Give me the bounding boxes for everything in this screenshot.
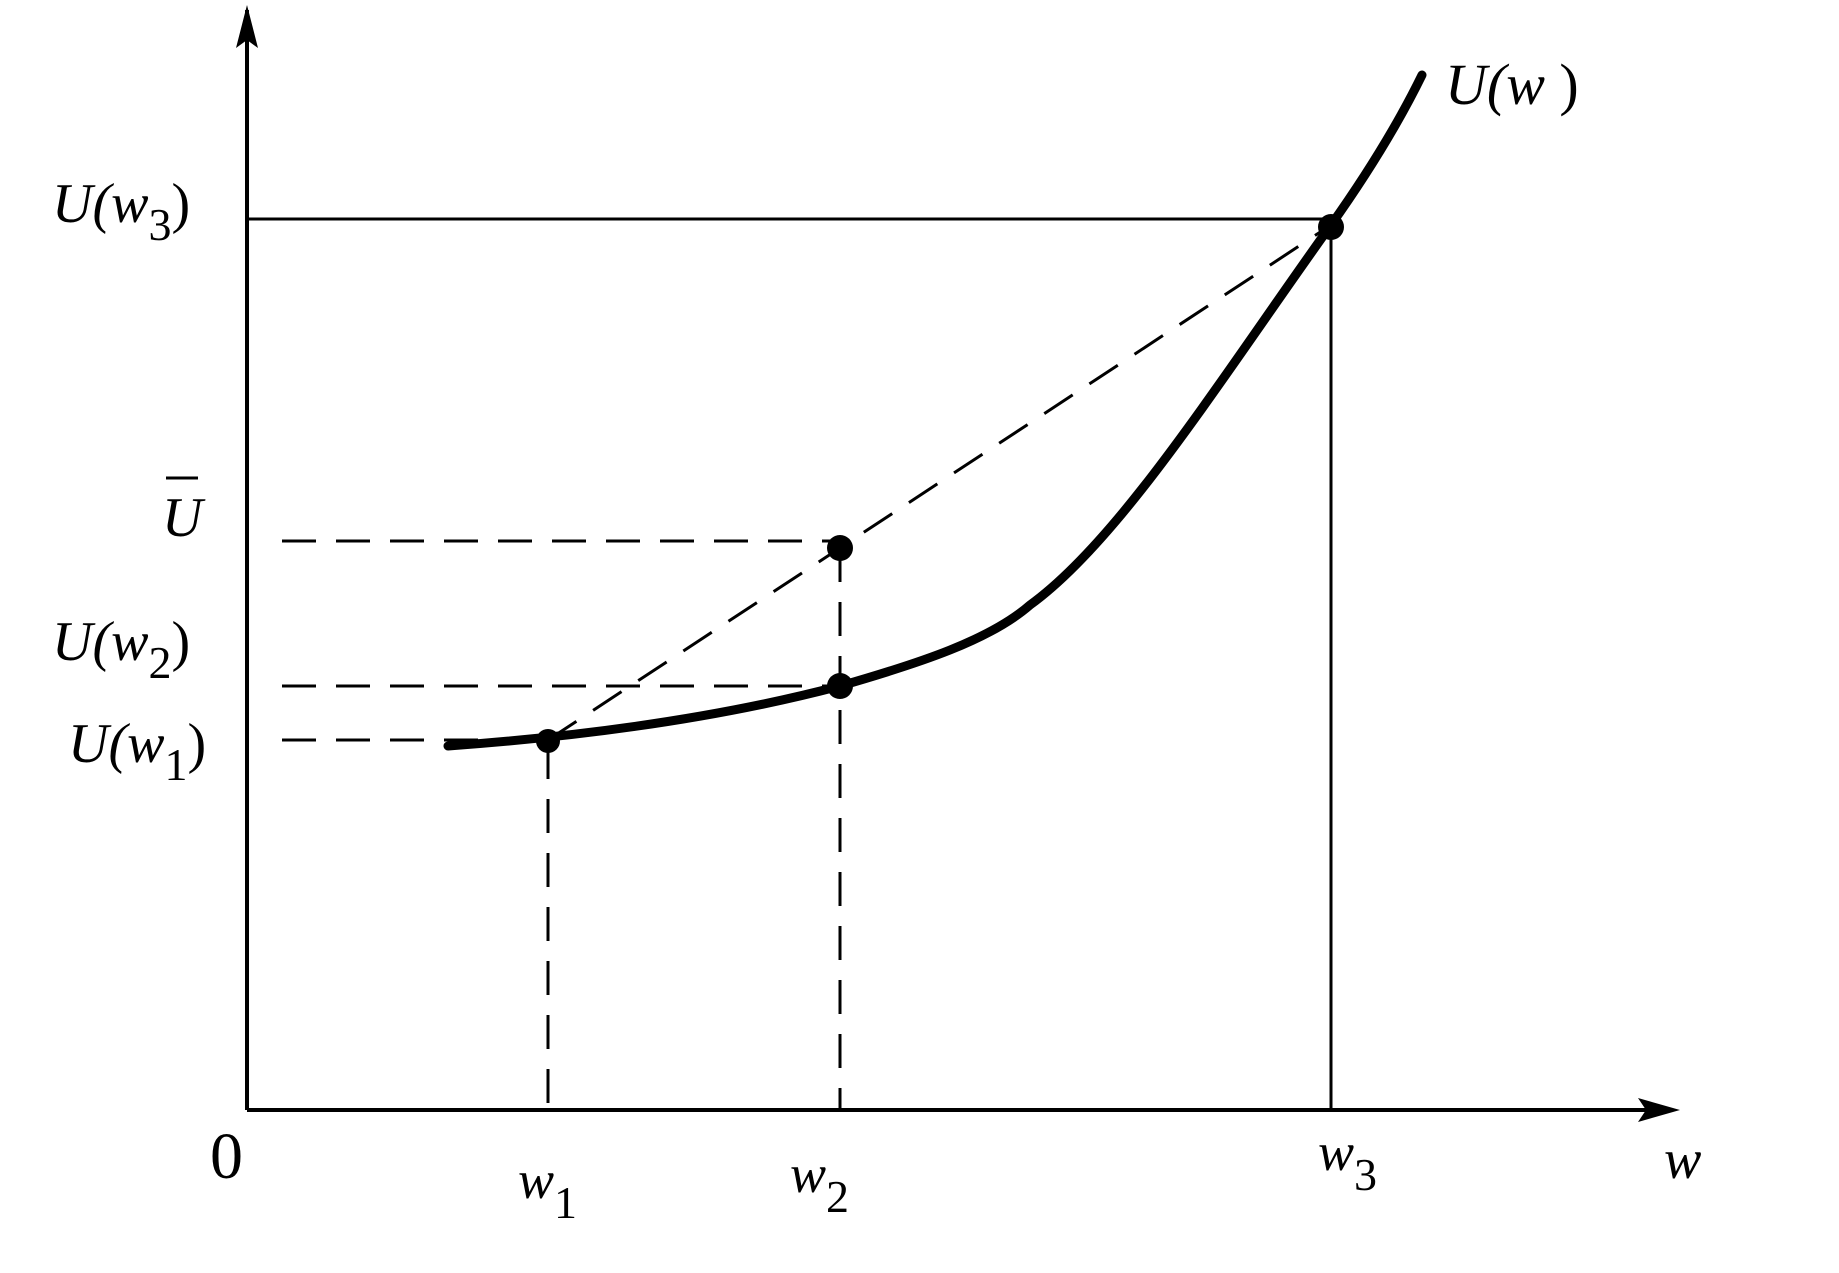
y-axis-arrowhead xyxy=(236,5,258,48)
utility-curve xyxy=(443,70,1427,751)
x-axis-arrowhead xyxy=(1638,1098,1680,1122)
curve-label-var: w xyxy=(1506,52,1545,117)
y-tick-uw3: U(w3) xyxy=(52,173,190,250)
y-tick-uw1: U(w1) xyxy=(68,713,206,790)
chord-dashed-line xyxy=(547,223,1332,742)
point-w3 xyxy=(1318,214,1344,240)
curve-label-base: U( xyxy=(1445,52,1510,117)
point-ubar xyxy=(827,535,853,561)
origin-label: 0 xyxy=(210,1120,243,1193)
x-tick-w1: w1 xyxy=(518,1150,577,1228)
x-tick-w3: w3 xyxy=(1318,1122,1377,1200)
x-tick-w2: w2 xyxy=(790,1144,849,1222)
point-w1 xyxy=(536,729,560,753)
curve-label: U(w ) xyxy=(1445,52,1579,117)
x-axis-label: w xyxy=(1664,1129,1701,1191)
y-tick-ubar: U xyxy=(162,476,206,549)
curve-label-close: ) xyxy=(1545,52,1579,117)
y-tick-uw2: U(w2) xyxy=(52,611,190,688)
ubar-text: U xyxy=(162,487,206,549)
point-w2 xyxy=(827,673,853,699)
